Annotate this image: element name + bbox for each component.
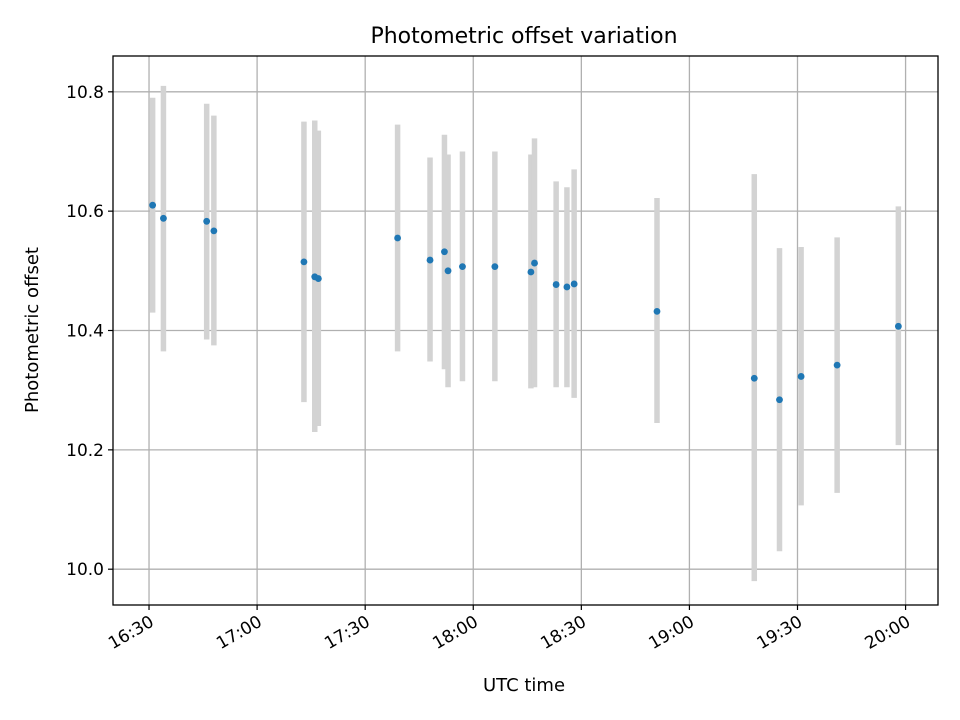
data-point — [491, 263, 499, 271]
data-point — [160, 214, 167, 222]
y-axis-ticks: 10.0 10.2 10.4 10.6 10.8 — [66, 83, 113, 580]
data-point — [776, 396, 783, 404]
data-point — [552, 281, 560, 288]
data-point — [441, 248, 448, 256]
data-point — [394, 234, 402, 242]
data-point — [653, 308, 661, 315]
y-axis-label: Photometric offset — [22, 247, 43, 413]
y-tick-label: 10.0 — [66, 560, 104, 580]
data-point — [894, 322, 902, 330]
data-point — [314, 275, 322, 282]
data-points — [149, 201, 902, 404]
y-tick-label: 10.2 — [66, 441, 104, 461]
data-point — [459, 263, 466, 271]
chart-title: Photometric offset variation — [370, 24, 677, 49]
data-point — [203, 217, 211, 225]
data-point — [531, 259, 538, 267]
data-point — [833, 361, 841, 369]
data-point — [563, 283, 571, 291]
data-point — [210, 227, 218, 235]
data-point — [149, 201, 157, 209]
y-tick-label: 10.4 — [66, 322, 104, 342]
data-point — [527, 268, 535, 276]
data-point — [570, 280, 578, 288]
y-tick-label: 10.8 — [66, 83, 104, 103]
data-point — [797, 373, 805, 380]
y-tick-label: 10.6 — [66, 202, 104, 222]
data-point — [750, 374, 758, 382]
data-point — [444, 267, 452, 275]
x-axis-label: UTC time — [483, 675, 565, 696]
data-point — [426, 256, 434, 264]
data-point — [300, 258, 308, 266]
